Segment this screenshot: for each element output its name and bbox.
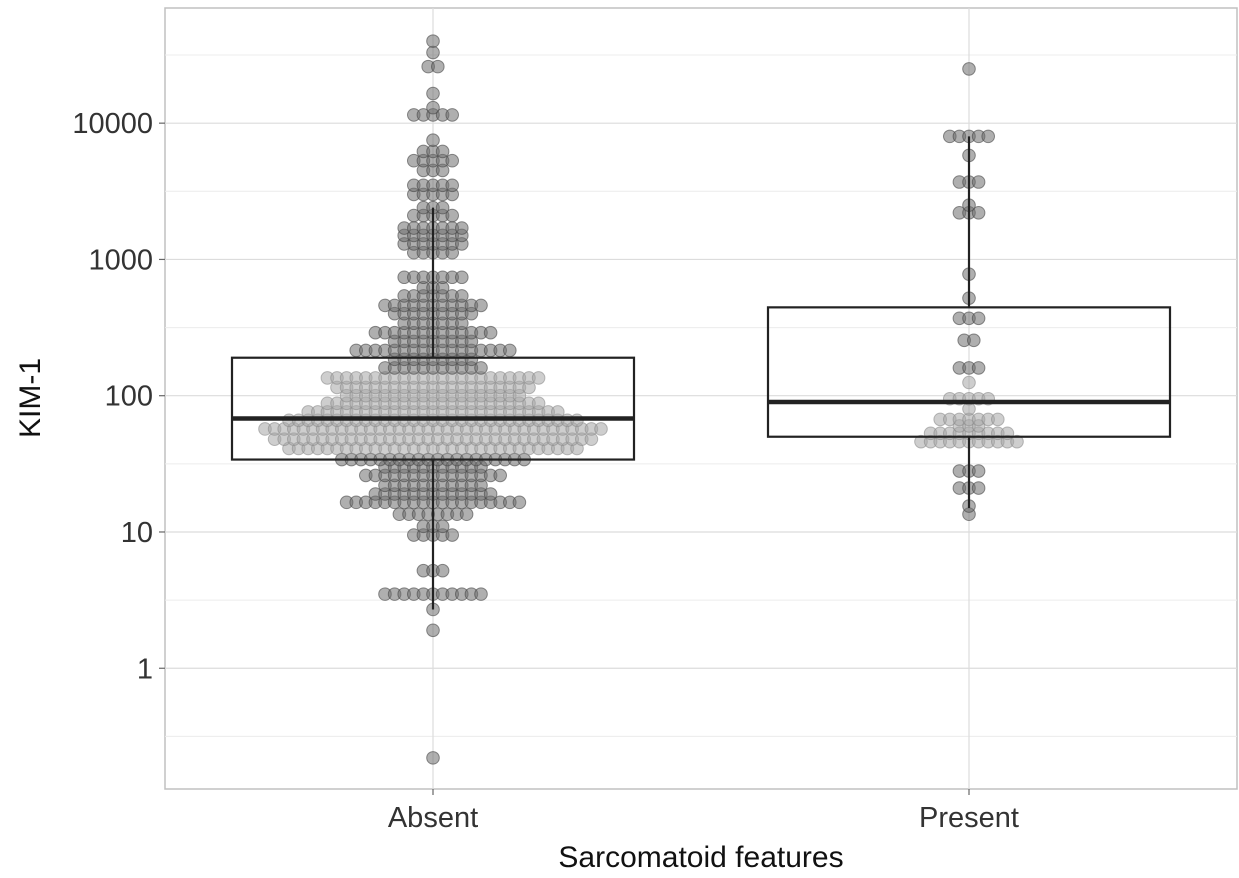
data-point xyxy=(971,481,986,495)
y-tick-label: 1 xyxy=(137,653,153,685)
data-point xyxy=(445,528,460,542)
data-point xyxy=(474,298,488,313)
points-layer xyxy=(258,34,1024,765)
data-point xyxy=(426,34,440,48)
data-point xyxy=(455,270,469,285)
data-point xyxy=(594,422,608,436)
data-point xyxy=(483,487,498,501)
x-tick-label: Absent xyxy=(388,802,478,834)
data-point xyxy=(445,108,460,122)
data-point xyxy=(445,178,460,193)
data-point xyxy=(971,361,986,375)
boxes-layer xyxy=(230,136,1172,610)
x-axis: Absent Present xyxy=(388,789,1019,834)
data-point xyxy=(531,396,546,411)
data-point xyxy=(971,464,986,478)
data-point xyxy=(971,175,986,189)
data-point xyxy=(474,361,488,375)
y-axis-title: KIM-1 xyxy=(14,358,47,438)
data-point xyxy=(455,289,469,303)
data-point xyxy=(435,563,450,578)
data-point xyxy=(445,153,460,168)
data-point xyxy=(512,495,527,510)
data-point xyxy=(503,343,517,358)
data-point xyxy=(962,62,976,76)
y-tick-label: 100 xyxy=(105,381,153,413)
y-axis: 1 10 100 1000 10000 xyxy=(72,108,165,685)
data-point xyxy=(971,205,986,220)
data-point xyxy=(991,412,1005,427)
y-tick-label: 1000 xyxy=(88,244,153,276)
data-point xyxy=(455,221,469,235)
data-point xyxy=(426,623,440,638)
y-tick-label: 10000 xyxy=(72,108,153,140)
data-point xyxy=(493,468,508,483)
data-point xyxy=(426,751,440,765)
data-point xyxy=(426,86,440,101)
data-point xyxy=(967,333,981,348)
data-point xyxy=(531,371,546,385)
data-point xyxy=(483,325,498,340)
data-point xyxy=(426,133,440,147)
box xyxy=(766,306,1172,438)
data-point xyxy=(431,59,445,74)
data-point xyxy=(435,144,450,159)
x-axis-title: Sarcomatoid features xyxy=(558,841,843,874)
data-point xyxy=(426,45,440,60)
y-tick-label: 10 xyxy=(121,517,153,549)
data-point xyxy=(962,375,976,390)
data-point xyxy=(435,200,450,215)
data-point xyxy=(981,129,996,144)
data-point xyxy=(459,507,474,522)
x-tick-label: Present xyxy=(919,802,1019,834)
data-point xyxy=(1010,434,1024,449)
data-point xyxy=(971,311,986,326)
data-point xyxy=(445,208,460,223)
data-point xyxy=(435,519,450,534)
data-point xyxy=(426,100,440,115)
data-point xyxy=(474,587,488,601)
box xyxy=(230,356,636,461)
